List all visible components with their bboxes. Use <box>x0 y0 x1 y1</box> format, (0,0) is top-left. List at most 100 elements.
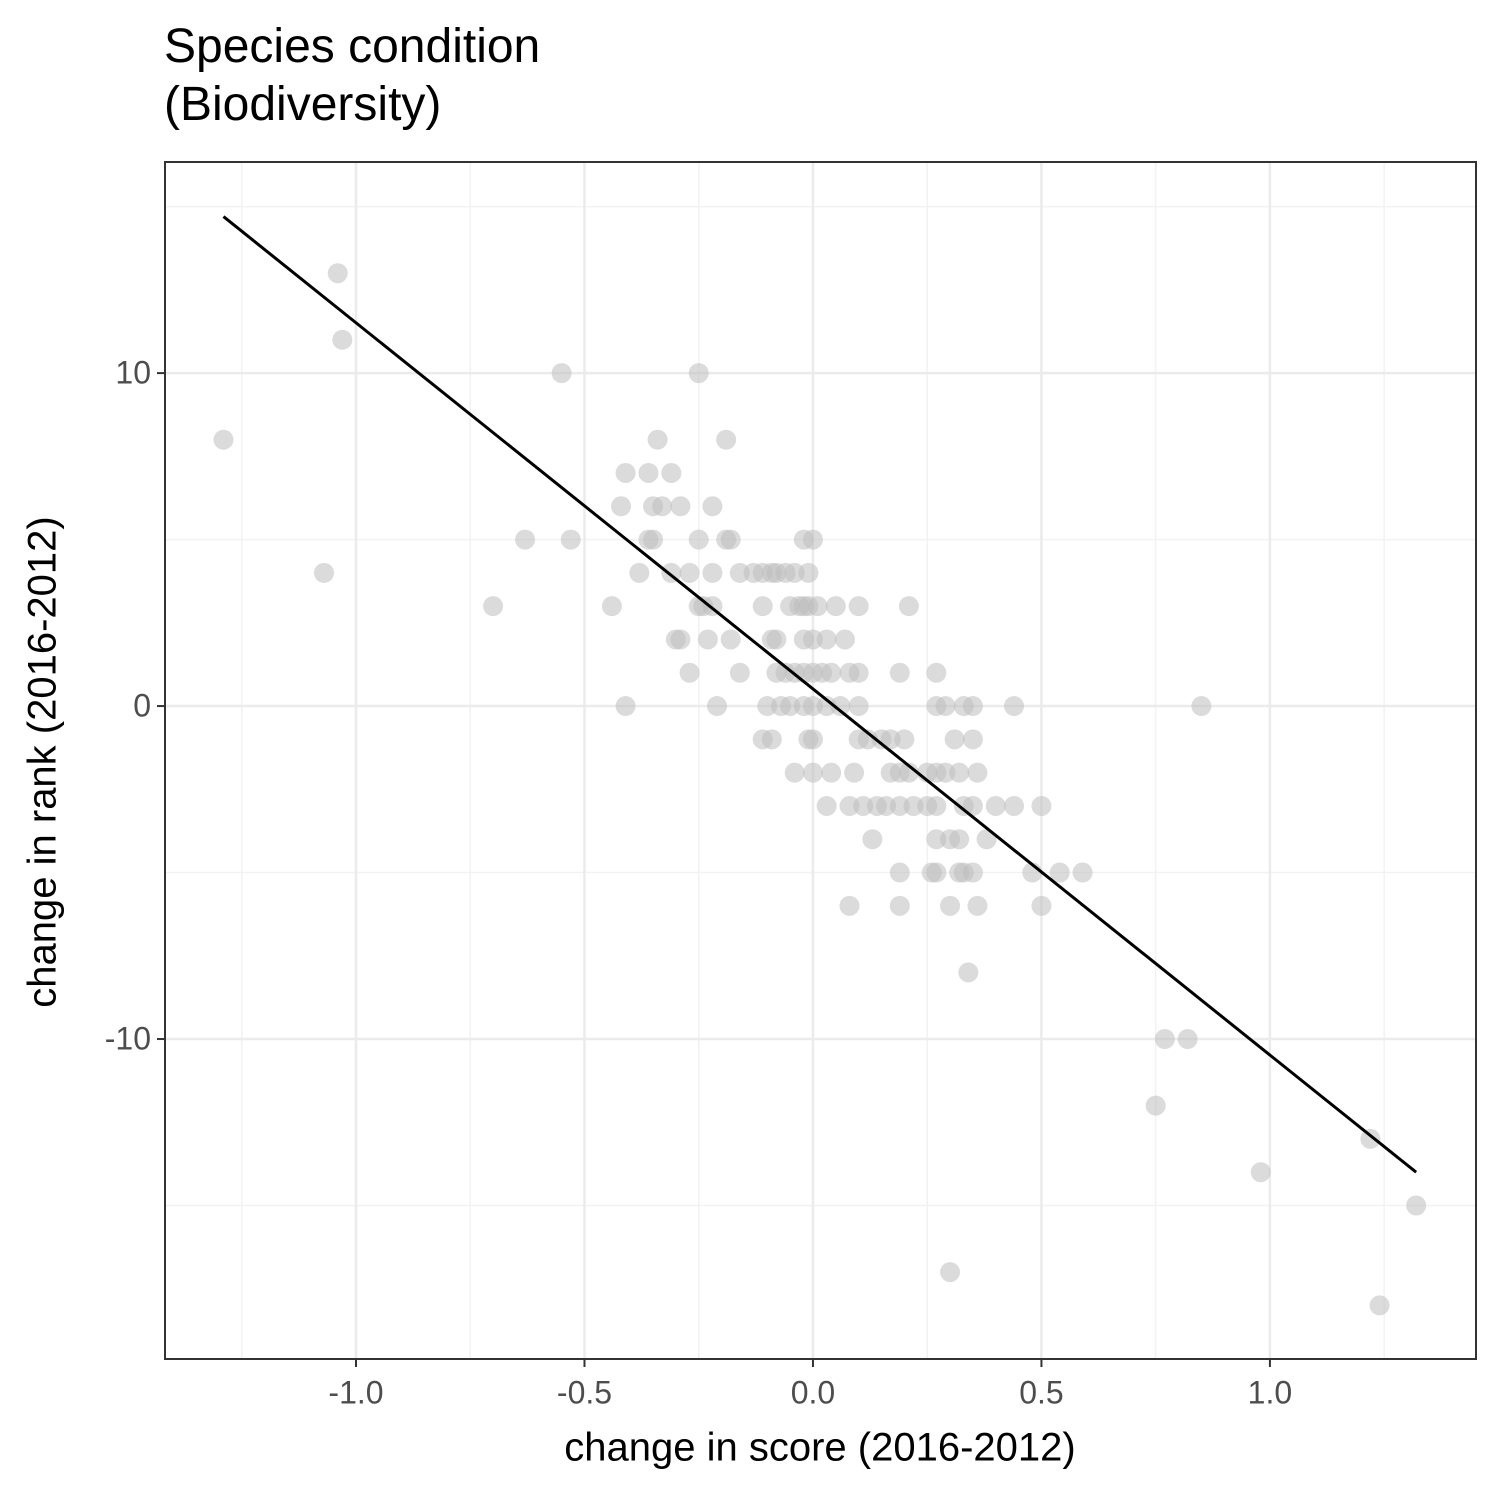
point <box>816 696 837 717</box>
point <box>551 363 572 384</box>
point <box>834 629 855 650</box>
point <box>615 696 636 717</box>
point <box>1145 1095 1166 1116</box>
x-tick-label: 0.0 <box>791 1374 835 1410</box>
point <box>926 829 947 850</box>
point <box>967 895 988 916</box>
point <box>876 795 897 816</box>
point <box>926 795 947 816</box>
point <box>825 596 846 617</box>
point <box>515 529 536 550</box>
point <box>661 462 682 483</box>
point <box>702 496 723 517</box>
point <box>903 795 924 816</box>
point <box>1072 862 1093 883</box>
point <box>958 962 979 983</box>
point <box>940 895 961 916</box>
point <box>926 862 947 883</box>
trend-line <box>222 215 1418 1174</box>
point <box>839 895 860 916</box>
point <box>853 795 874 816</box>
x-axis-label: change in score (2016-2012) <box>564 1426 1075 1470</box>
x-tick-label: -1.0 <box>328 1374 383 1410</box>
x-tick-label: -0.5 <box>557 1374 612 1410</box>
point <box>816 795 837 816</box>
point <box>949 829 970 850</box>
point <box>729 662 750 683</box>
point <box>615 462 636 483</box>
point <box>816 629 837 650</box>
point <box>894 729 915 750</box>
point <box>213 429 234 450</box>
y-tick-label: -10 <box>105 1020 151 1056</box>
point <box>670 629 691 650</box>
point <box>830 696 851 717</box>
point <box>949 762 970 783</box>
point <box>1049 862 1070 883</box>
point <box>761 729 782 750</box>
point <box>720 629 741 650</box>
point <box>844 762 865 783</box>
point <box>889 795 910 816</box>
point <box>802 629 823 650</box>
point <box>707 696 727 717</box>
point <box>962 696 983 717</box>
y-tick-label: 10 <box>115 355 151 391</box>
point <box>857 729 878 750</box>
point <box>702 562 723 583</box>
point <box>629 562 650 583</box>
point <box>889 862 910 883</box>
point <box>638 462 659 483</box>
point <box>962 795 983 816</box>
point <box>798 562 819 583</box>
panel-border <box>164 161 1477 1360</box>
point <box>962 862 983 883</box>
point <box>757 696 778 717</box>
point <box>332 329 353 350</box>
point <box>1031 895 1052 916</box>
point <box>802 729 823 750</box>
point <box>839 795 860 816</box>
point <box>780 696 801 717</box>
point <box>611 496 632 517</box>
point <box>862 829 883 850</box>
point <box>784 562 805 583</box>
point <box>1154 1029 1175 1050</box>
point <box>962 729 983 750</box>
point <box>985 795 1006 816</box>
point <box>716 429 737 450</box>
point <box>898 596 919 617</box>
point <box>643 529 664 550</box>
point <box>802 529 823 550</box>
point <box>880 729 901 750</box>
point <box>670 496 691 517</box>
point <box>889 662 910 683</box>
point <box>1191 696 1212 717</box>
point <box>1369 1295 1390 1316</box>
chart-title: Species condition (Biodiversity) <box>164 20 541 131</box>
y-tick-label: 0 <box>133 688 151 724</box>
point <box>1031 795 1052 816</box>
point <box>720 529 741 550</box>
point <box>1250 1162 1271 1183</box>
point <box>889 895 910 916</box>
point <box>848 596 869 617</box>
point <box>752 596 773 617</box>
point <box>848 696 869 717</box>
point <box>1177 1029 1198 1050</box>
point <box>967 762 988 783</box>
point <box>679 662 700 683</box>
point <box>766 629 787 650</box>
point <box>802 696 823 717</box>
point <box>679 562 700 583</box>
point <box>807 596 828 617</box>
point <box>935 762 956 783</box>
point <box>729 562 750 583</box>
point <box>1004 696 1025 717</box>
point <box>314 562 335 583</box>
x-tick-label: 1.0 <box>1248 1374 1292 1410</box>
point <box>1406 1195 1427 1216</box>
point <box>935 696 956 717</box>
point <box>1004 795 1025 816</box>
point <box>802 762 823 783</box>
